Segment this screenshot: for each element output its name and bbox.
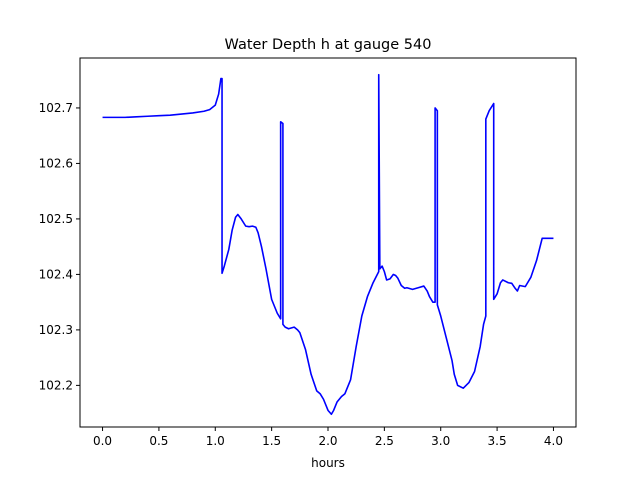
x-tick-label: 4.0 [544,434,563,448]
y-tick-label: 102.3 [39,323,73,337]
y-tick-label: 102.4 [39,267,73,281]
y-tick-label: 102.6 [39,156,73,170]
x-tick-label: 0.0 [93,434,112,448]
chart-title: Water Depth h at gauge 540 [225,37,432,53]
y-axis: 102.2 102.3 102.4 102.5 102.6 102.7 [39,101,80,392]
series-layer [102,73,554,416]
x-axis-label: hours [311,456,345,470]
series-line [102,73,554,416]
x-tick-label: 2.5 [375,434,394,448]
x-tick-label: 3.0 [431,434,450,448]
x-axis: 0.0 0.5 1.0 1.5 2.0 2.5 3.0 3.5 4.0 [93,427,563,448]
y-tick-label: 102.7 [39,101,73,115]
x-tick-label: 0.5 [149,434,168,448]
x-tick-label: 2.0 [318,434,337,448]
y-tick-label: 102.5 [39,212,73,226]
x-tick-label: 1.5 [262,434,281,448]
plot-area [80,58,576,427]
x-tick-label: 1.0 [206,434,225,448]
x-tick-label: 3.5 [488,434,507,448]
y-tick-label: 102.2 [39,378,73,392]
